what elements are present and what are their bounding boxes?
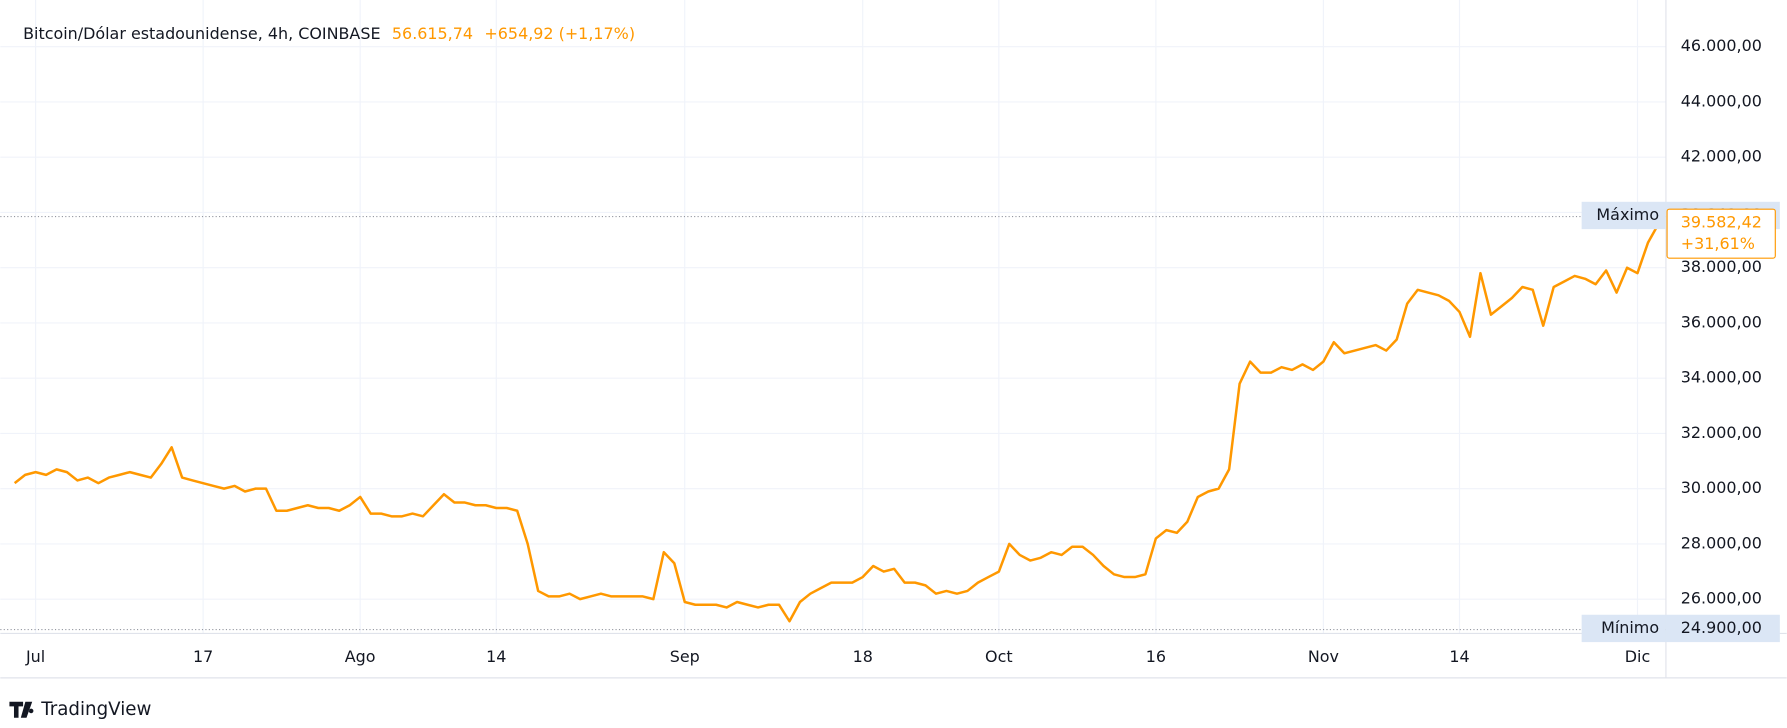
header-change: +654,92 (+1,17%) <box>484 24 635 43</box>
x-tick-label: 18 <box>853 647 873 666</box>
header-price: 56.615,74 <box>392 24 473 43</box>
y-tick-label: 36.000,00 <box>1681 312 1762 331</box>
max-name: Máximo <box>1596 205 1659 224</box>
x-tick-label: 17 <box>193 647 213 666</box>
x-tick-label: 16 <box>1146 647 1166 666</box>
brand-name: TradingView <box>40 699 151 720</box>
logo-mark <box>9 701 34 718</box>
max-name-box <box>1581 201 1666 230</box>
y-tick-label: 46.000,00 <box>1681 36 1762 55</box>
header: Bitcoin/Dólar estadounidense, 4h, COINBA… <box>23 24 635 43</box>
min-value-box <box>1665 614 1780 643</box>
min-name-box <box>1581 614 1666 643</box>
grid <box>0 0 1666 634</box>
y-tick-label: 44.000,00 <box>1681 91 1762 110</box>
x-tick-label: 14 <box>1449 647 1469 666</box>
x-tick-label: Dic <box>1625 647 1650 666</box>
x-tick-label: Ago <box>345 647 376 666</box>
y-tick-label: 38.000,00 <box>1681 257 1762 276</box>
y-tick-label: 42.000,00 <box>1681 147 1762 166</box>
y-tick-label: 28.000,00 <box>1681 533 1762 552</box>
y-tick-label: 30.000,00 <box>1681 478 1762 497</box>
x-tick-label: Sep <box>670 647 700 666</box>
min-name: Mínimo <box>1601 618 1659 637</box>
y-tick-label: 32.000,00 <box>1681 423 1762 442</box>
y-tick-label: 34.000,00 <box>1681 368 1762 387</box>
price-line <box>13 223 1660 623</box>
symbol-title: Bitcoin/Dólar estadounidense, 4h, COINBA… <box>23 24 380 43</box>
y-tick-label: 26.000,00 <box>1681 589 1762 608</box>
x-tick-label: Oct <box>985 647 1013 666</box>
x-tick-label: Nov <box>1308 647 1339 666</box>
brand-logo: TradingView <box>9 699 151 720</box>
last-price-label: 39.582,42 <box>1681 212 1762 231</box>
change-label: +31,61% <box>1681 234 1755 253</box>
x-tick-label: 14 <box>486 647 506 666</box>
min-value-label: 24.900,00 <box>1681 618 1762 637</box>
last-price-box <box>1666 208 1776 259</box>
x-tick-label: Jul <box>25 647 45 666</box>
